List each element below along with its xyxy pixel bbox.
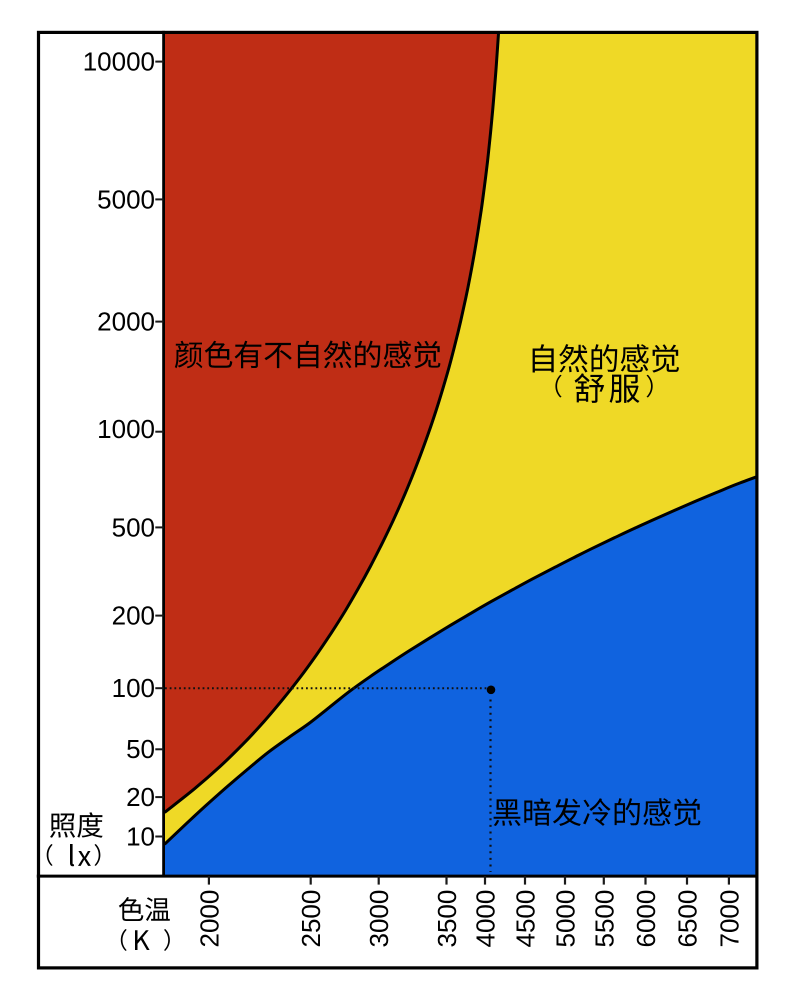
svg-text:500: 500: [112, 512, 155, 542]
svg-text:3000: 3000: [364, 890, 394, 948]
svg-text:2000: 2000: [97, 307, 155, 337]
svg-text:4000: 4000: [471, 890, 501, 948]
svg-text:6000: 6000: [631, 890, 661, 948]
svg-text:2000: 2000: [194, 890, 224, 948]
svg-text:100: 100: [112, 673, 155, 703]
svg-text:10000: 10000: [83, 47, 155, 77]
svg-text:10: 10: [126, 821, 155, 851]
svg-text:200: 200: [112, 601, 155, 631]
svg-text:7000: 7000: [714, 890, 744, 948]
svg-text:6500: 6500: [673, 890, 703, 948]
svg-text:1000: 1000: [97, 414, 155, 444]
svg-text:50: 50: [126, 734, 155, 764]
svg-text:5000: 5000: [97, 184, 155, 214]
svg-text:5000: 5000: [551, 890, 581, 948]
svg-text:2500: 2500: [296, 890, 326, 948]
svg-text:3500: 3500: [432, 890, 462, 948]
svg-text:20: 20: [126, 782, 155, 812]
svg-text:4500: 4500: [511, 890, 541, 948]
svg-text:5500: 5500: [589, 890, 619, 948]
